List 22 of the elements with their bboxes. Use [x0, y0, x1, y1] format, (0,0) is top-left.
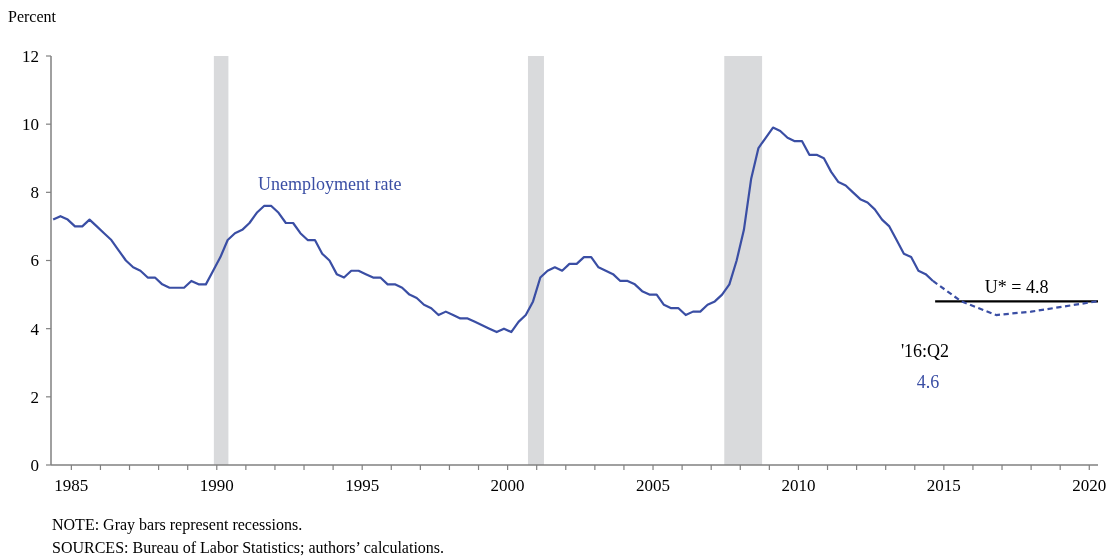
- y-tick-label: 0: [30, 455, 39, 475]
- x-tick-label: 2015: [926, 476, 961, 495]
- x-tick-label: 1985: [54, 476, 89, 495]
- series-label: Unemployment rate: [258, 174, 402, 194]
- annotation: 4.6: [916, 372, 940, 392]
- x-tick-label: 2005: [636, 476, 671, 495]
- x-tick-label: 2000: [490, 476, 525, 495]
- x-tick-label: 2020: [1072, 476, 1107, 495]
- annotation: U* = 4.8: [984, 277, 1049, 298]
- x-tick-label: 1995: [345, 476, 380, 495]
- y-axis-title: Percent: [8, 8, 57, 25]
- x-tick-label: 1990: [199, 476, 234, 495]
- text: NOTE: Gray bars represent recessions.: [52, 516, 303, 534]
- y-tick-label: 6: [30, 251, 39, 271]
- y-tick-label: 4: [30, 319, 40, 339]
- y-tick-label: 2: [30, 387, 39, 407]
- x-tick-label: 2010: [781, 476, 816, 495]
- y-tick-label: 10: [22, 115, 39, 135]
- source-note: SOURCES: Bureau of Labor Statistics; authors’ calculations.: [52, 539, 445, 556]
- annotation: '16:Q2: [900, 341, 950, 361]
- y-tick-label: 12: [22, 46, 39, 66]
- y-tick-label: 8: [30, 183, 39, 203]
